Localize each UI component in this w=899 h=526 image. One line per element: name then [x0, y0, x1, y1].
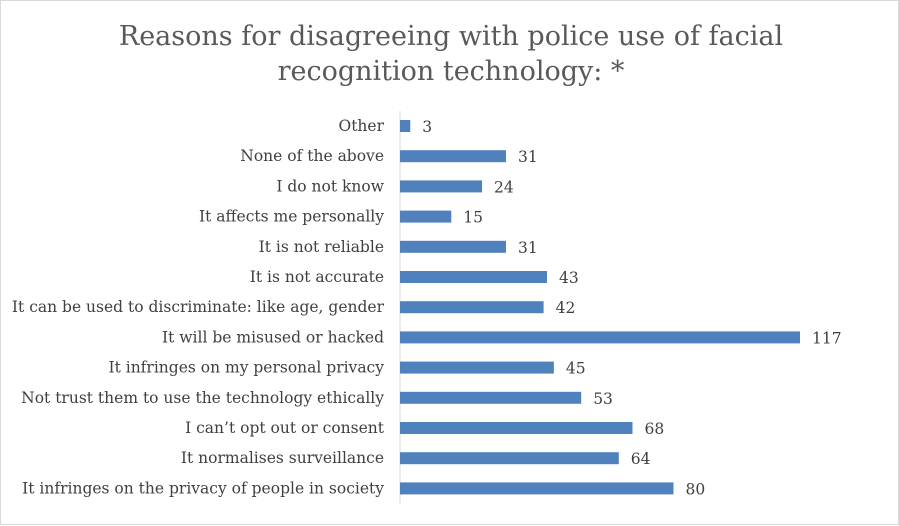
value-label: 117 [812, 329, 842, 347]
category-label: Other [338, 117, 384, 135]
value-label: 43 [559, 269, 579, 287]
chart-title-line-1: Reasons for disagreeing with police use … [119, 21, 783, 52]
category-label: None of the above [240, 147, 384, 165]
bar [400, 452, 619, 465]
value-label: 45 [566, 360, 586, 378]
category-label: It can be used to discriminate: like age… [12, 298, 385, 316]
bar [400, 240, 506, 253]
bar [400, 180, 483, 193]
value-label: 53 [593, 390, 613, 408]
category-label: It infringes on my personal privacy [108, 359, 384, 377]
category-label: I can’t opt out or consent [185, 419, 385, 437]
bar [400, 331, 800, 344]
bar [400, 391, 582, 404]
category-label: It normalises surveillance [181, 449, 384, 467]
chart-title-line-2: recognition technology: * [278, 56, 625, 87]
bars-group: Other 3 None of the above 31 I do not know 24… [12, 117, 842, 498]
bar [400, 271, 548, 283]
category-label: Not trust them to use the technology eth… [21, 389, 384, 407]
value-label: 31 [518, 239, 538, 257]
value-label: 64 [631, 450, 651, 468]
value-label: 68 [644, 420, 664, 438]
bar [400, 120, 411, 132]
bar [400, 422, 633, 434]
value-label: 42 [556, 299, 576, 317]
value-label: 80 [686, 480, 706, 498]
category-label: It is not reliable [259, 238, 384, 256]
bar [400, 482, 674, 495]
value-label: 15 [463, 209, 483, 227]
bar [400, 361, 554, 374]
bar [400, 150, 506, 163]
value-label: 24 [494, 178, 514, 196]
value-label: 31 [518, 148, 538, 166]
bar [400, 210, 452, 223]
category-label: It infringes on the privacy of people in… [22, 479, 384, 497]
category-label: It is not accurate [250, 268, 384, 286]
category-label: It affects me personally [199, 208, 384, 226]
category-label: It will be misused or hacked [162, 328, 384, 346]
bar [400, 301, 544, 314]
value-label: 3 [422, 118, 432, 136]
category-label: I do not know [276, 177, 384, 195]
